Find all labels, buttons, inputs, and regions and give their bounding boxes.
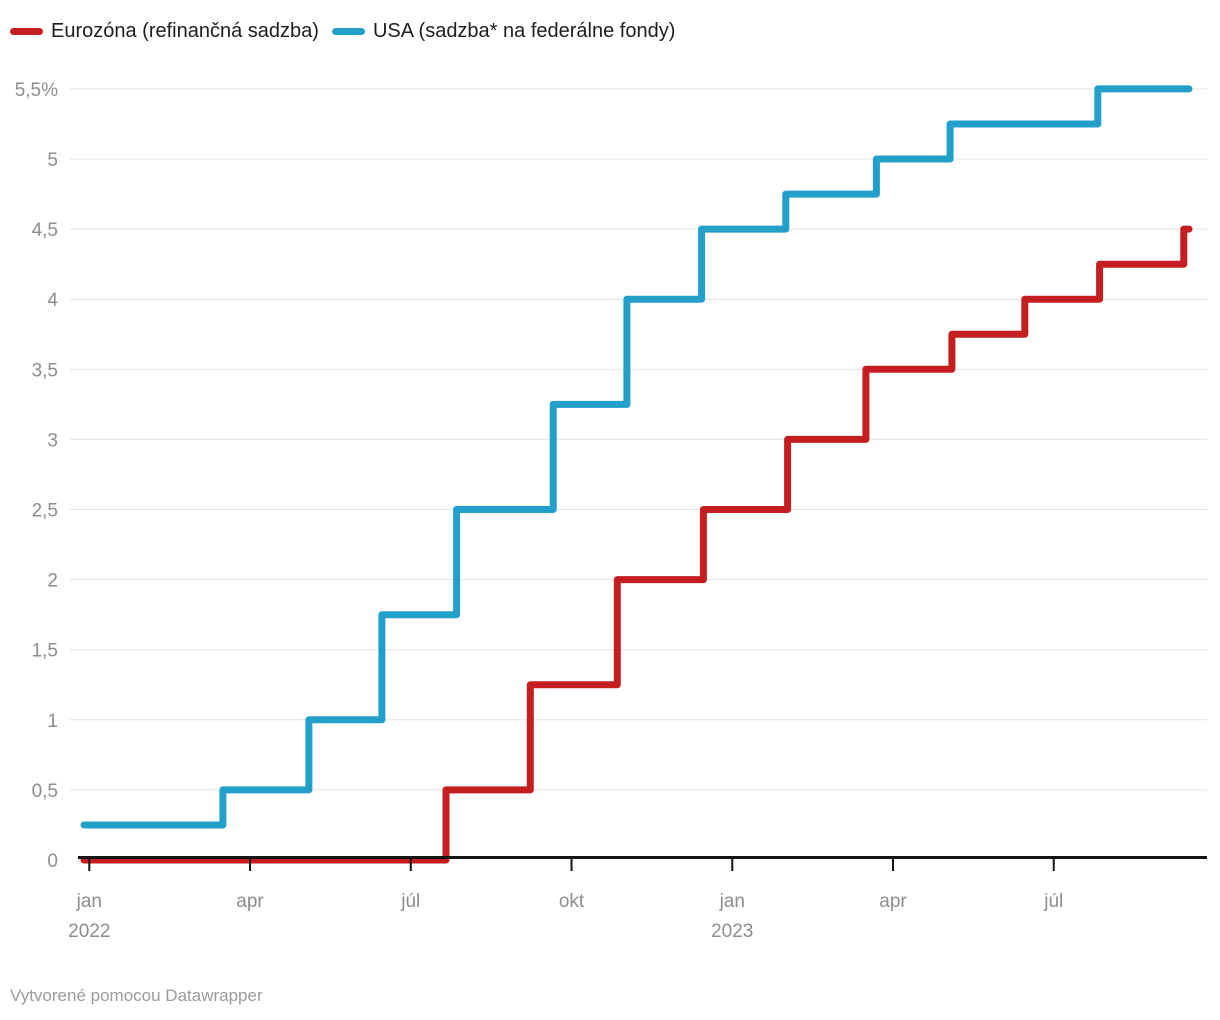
y-axis-label: 2 bbox=[47, 571, 58, 592]
x-axis-month-label: jan bbox=[76, 891, 102, 912]
y-axis-label: 3,5 bbox=[32, 360, 58, 381]
usa-line bbox=[80, 85, 1193, 829]
y-axis-label: 4 bbox=[47, 290, 58, 311]
x-axis-year-label: 2022 bbox=[68, 921, 110, 942]
y-axis-label: 2,5 bbox=[32, 501, 58, 522]
y-axis-label: 5 bbox=[47, 150, 58, 171]
y-axis-label: 0 bbox=[47, 851, 58, 872]
legend-label-eurozone: Eurozóna (refinančná sadzba) bbox=[51, 20, 319, 42]
eurozone-line-swatch-icon bbox=[10, 27, 43, 35]
x-axis-month-label: júl bbox=[400, 891, 420, 912]
legend-item-eurozone: Eurozóna (refinančná sadzba) bbox=[10, 20, 319, 42]
x-axis-month-label: jan bbox=[719, 891, 745, 912]
y-axis-label: 1,5 bbox=[32, 641, 58, 662]
y-axis-label: 1 bbox=[47, 711, 58, 732]
x-axis-month-label: apr bbox=[236, 891, 264, 912]
eurozone-line bbox=[80, 225, 1193, 864]
y-axis-label: 3 bbox=[47, 430, 58, 451]
y-axis-label: 4,5 bbox=[32, 220, 58, 241]
x-axis-month-label: júl bbox=[1043, 891, 1063, 912]
y-axis-label: 0,5 bbox=[32, 781, 58, 802]
x-axis-month-label: apr bbox=[879, 891, 907, 912]
legend-item-usa: USA (sadzba* na federálne fondy) bbox=[331, 20, 676, 42]
legend-label-usa: USA (sadzba* na federálne fondy) bbox=[372, 20, 676, 42]
usa-line-swatch-icon bbox=[331, 27, 365, 35]
y-axis-label: 5,5% bbox=[15, 80, 58, 101]
step-line-chart: 0 0,5 1 1,5 2 2,5 3 3,5 4 4,5 5 5,5% jan 2022 apr júl ok… bbox=[15, 80, 1207, 942]
x-axis-year-label: 2023 bbox=[711, 921, 753, 942]
attribution-text: Vytvorené pomocou Datawrapper bbox=[10, 986, 263, 1005]
legend: Eurozóna (refinančná sadzba) USA (sadzba… bbox=[10, 20, 675, 42]
x-axis-month-label: okt bbox=[559, 891, 585, 912]
